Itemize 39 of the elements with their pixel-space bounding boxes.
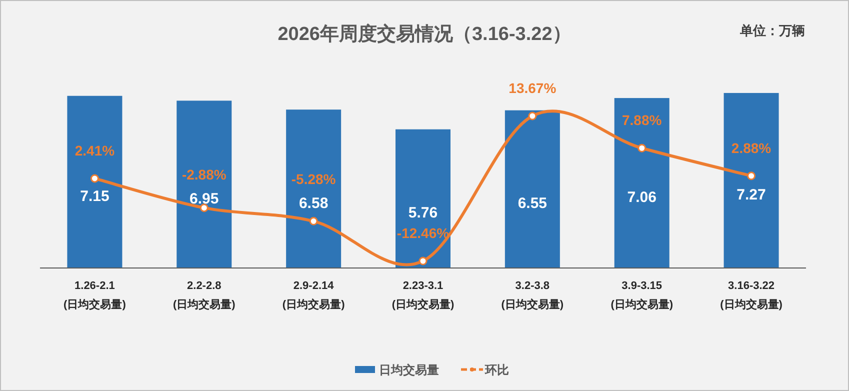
data-label: 7.06	[627, 189, 656, 206]
chart-title: 2026年周度交易情况（3.16-3.22）	[278, 23, 572, 45]
x-tick-label: 2.23-3.1 (日均交易量)	[392, 280, 454, 311]
bar	[724, 92, 779, 268]
data-label: -2.88%	[182, 166, 227, 182]
legend-label: 环比	[484, 363, 509, 377]
legend-label: 日均交易量	[379, 363, 439, 377]
bar	[396, 129, 450, 268]
point	[638, 144, 646, 152]
data-label: -5.28%	[291, 170, 336, 187]
x-tick-label: 3.16-3.22 (日均交易量)	[720, 280, 783, 311]
data-label: 7.27	[736, 186, 766, 204]
data-label: -12.46%	[396, 225, 450, 241]
x-tick-label: 3.9-3.15 (日均交易量)	[610, 280, 674, 311]
x-tick-label: 3.2-3.8 (日均交易量)	[501, 280, 564, 311]
data-label: 5.76	[408, 204, 438, 222]
point	[309, 216, 318, 226]
data-label: 2.41%	[74, 142, 116, 158]
bar	[286, 110, 342, 268]
point	[747, 172, 756, 180]
data-label: 2.88%	[731, 140, 772, 156]
data-label: 7.88%	[622, 112, 662, 128]
point	[528, 112, 537, 120]
bar	[67, 96, 122, 268]
x-tick-label: 2.9-2.14 (日均交易量)	[282, 280, 346, 311]
bar	[614, 98, 670, 268]
point	[200, 204, 208, 212]
point	[90, 174, 99, 183]
text: 单位：万辆	[739, 23, 805, 38]
data-label: 6.95	[190, 190, 219, 208]
bar	[176, 100, 232, 268]
data-label: 13.67%	[508, 80, 557, 96]
point	[418, 256, 428, 266]
data-label: 6.55	[518, 195, 548, 212]
x-tick-label: 2.2-2.8 (日均交易量)	[172, 280, 236, 311]
data-label: 6.58	[298, 194, 328, 212]
data-label: 7.15	[80, 188, 110, 205]
x-tick-label: 1.26-2.1 (日均交易量)	[64, 280, 126, 311]
bar	[504, 110, 560, 268]
